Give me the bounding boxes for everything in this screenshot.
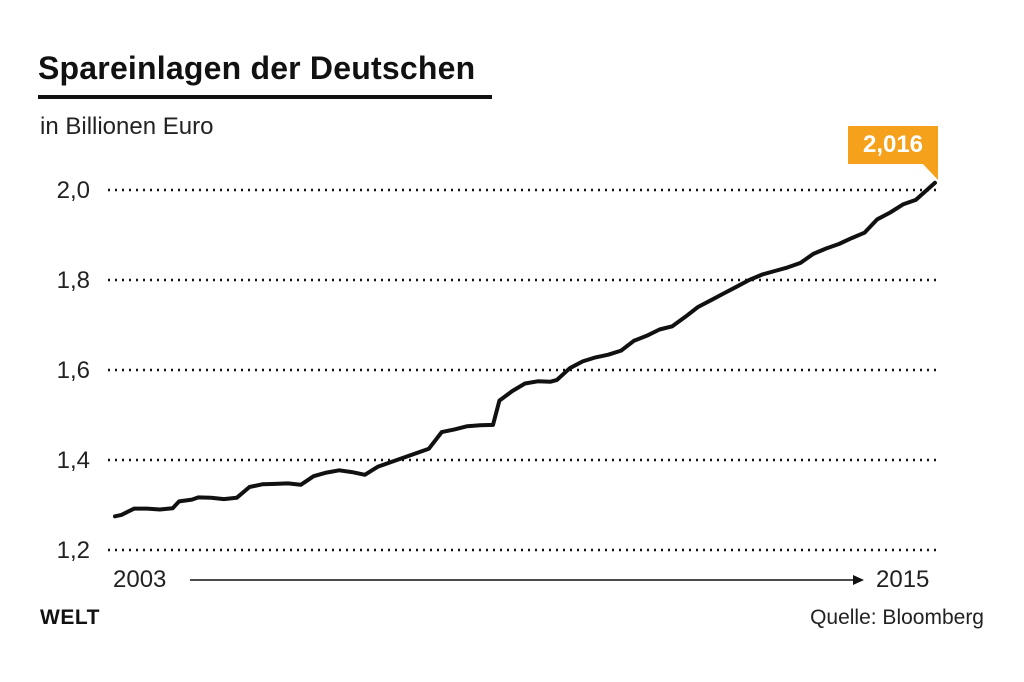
series-line bbox=[113, 180, 937, 519]
x-axis-arrow bbox=[190, 575, 864, 585]
grid-lines bbox=[108, 188, 940, 552]
x-start-label: 2003 bbox=[113, 566, 167, 593]
chart-subtitle: in Billionen Euro bbox=[40, 113, 214, 140]
y-tick-label: 1,4 bbox=[57, 447, 90, 474]
y-tick-labels: 2,0 1,8 1,6 1,4 1,2 bbox=[57, 177, 90, 564]
y-tick-label: 1,8 bbox=[57, 267, 90, 294]
y-tick-label: 2,0 bbox=[57, 177, 90, 204]
x-end-label: 2015 bbox=[876, 566, 930, 593]
callout-badge bbox=[848, 126, 938, 180]
callout-label: 2,016 bbox=[862, 131, 924, 158]
y-tick-label: 1,6 bbox=[57, 357, 90, 384]
callout-box bbox=[848, 126, 938, 164]
brand-logo: WELT bbox=[40, 606, 100, 629]
title-underline bbox=[38, 95, 492, 99]
callout-pointer bbox=[922, 163, 938, 180]
chart-title: Spareinlagen der Deutschen bbox=[38, 50, 476, 86]
source-note: Quelle: Bloomberg bbox=[810, 606, 984, 629]
y-tick-label: 1,2 bbox=[57, 537, 90, 564]
